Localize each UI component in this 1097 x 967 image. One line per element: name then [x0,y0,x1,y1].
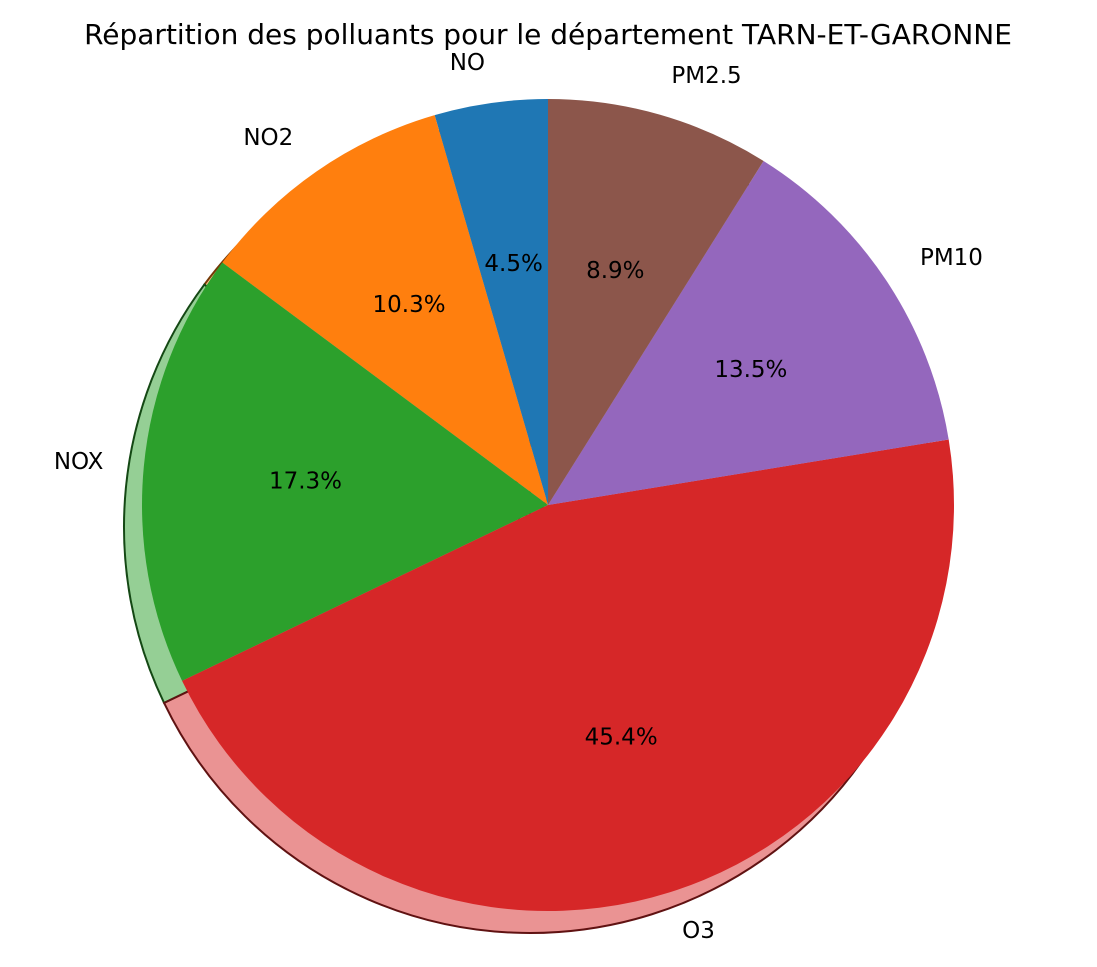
pie-slice-no [434,99,548,505]
pie-percent-label-o3: 45.4% [585,724,658,750]
pie-category-label-no2: NO2 [243,125,293,151]
pie-wedge-group [142,99,955,912]
pie-percent-label-pm2-5: 8.9% [586,258,644,284]
pie-slice-o3 [182,439,955,912]
pie-slice-pm10 [548,160,949,505]
pie-percent-label-pm10: 13.5% [714,357,787,383]
pie-category-label-pm10: PM10 [920,245,983,271]
pie-category-label-nox: NOX [54,449,104,475]
pie-category-label-o3: O3 [682,918,715,944]
pie-slice-no2 [222,115,548,506]
pie-slice-nox [142,262,549,681]
pie-category-label-no: NO [450,50,485,76]
pie-percent-label-nox: 17.3% [269,469,342,495]
pie-label-group: NO 4.5% NO2 10.3% NOX 17.3% O3 45.4% PM10 13.5% PM… [54,50,983,944]
pie-percent-label-no2: 10.3% [373,292,446,318]
pie-slice-pm2-5 [548,99,764,505]
pie-category-label-pm2-5: PM2.5 [671,63,741,89]
pie-percent-label-no: 4.5% [484,251,542,277]
chart-title: Répartition des polluants pour le départ… [84,18,1012,51]
